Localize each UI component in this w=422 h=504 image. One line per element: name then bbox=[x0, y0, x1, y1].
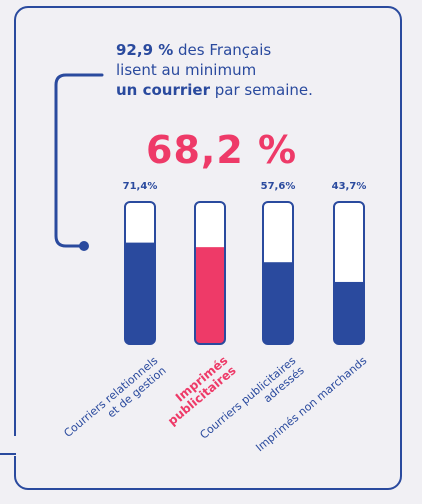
frame-gap bbox=[0, 436, 20, 456]
headline-text: 92,9 % des Français lisent au minimum un… bbox=[116, 40, 396, 100]
bracket-dot bbox=[79, 241, 89, 251]
card-frame bbox=[14, 6, 402, 490]
bar-fill-2 bbox=[263, 262, 293, 344]
bar-fill-1 bbox=[195, 247, 225, 344]
headline-line2: lisent au minimum bbox=[116, 61, 257, 79]
headline-bold: un courrier bbox=[116, 81, 210, 99]
headline-line3: par semaine. bbox=[209, 81, 313, 99]
headline-stat: 92,9 % bbox=[116, 41, 174, 59]
bar-fill-0 bbox=[125, 242, 155, 344]
category-label-0-line-0: Courriers relationnels bbox=[61, 354, 160, 440]
value-label-0: 71,4% bbox=[123, 181, 158, 192]
bar-outline-1 bbox=[194, 201, 226, 345]
value-label-2: 57,6% bbox=[261, 181, 296, 192]
bar-fill-3 bbox=[334, 281, 364, 344]
highlight-value: 68,2 % bbox=[146, 128, 298, 172]
frame-tail-line bbox=[0, 453, 16, 455]
bar-outline-2 bbox=[262, 201, 294, 345]
value-label-3: 43,7% bbox=[332, 181, 367, 192]
bar-outline-3 bbox=[333, 201, 365, 345]
bar-outline-0 bbox=[124, 201, 156, 345]
headline-line1: des Français bbox=[173, 41, 272, 59]
